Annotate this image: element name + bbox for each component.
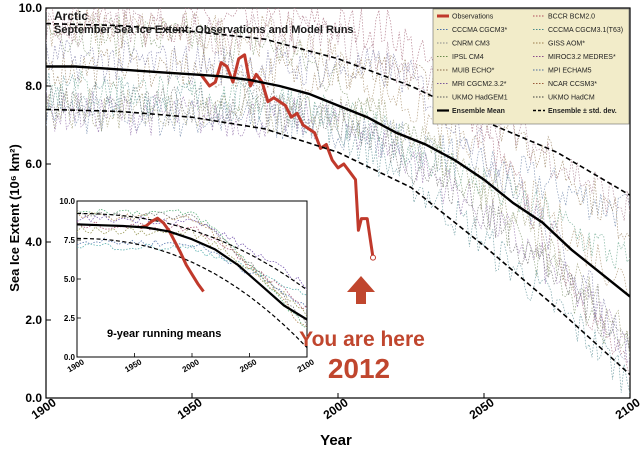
legend-label: BCCR BCM2.0 <box>548 14 595 21</box>
model-runs <box>46 8 630 394</box>
y-tick-label: 2.0 <box>25 313 42 327</box>
legend-box <box>432 8 630 125</box>
inset-model-run-line <box>77 209 307 327</box>
inset-model-run-line <box>77 212 307 328</box>
observations-line <box>199 53 375 258</box>
annotation-line-2: 2012 <box>328 353 390 384</box>
chart-title: Arctic <box>54 9 88 23</box>
model-run-line <box>46 90 630 363</box>
legend-label: GISS AOM* <box>548 41 585 48</box>
inset-std-line <box>77 237 307 349</box>
model-run-line <box>46 8 630 378</box>
ensemble-std-line <box>46 22 630 196</box>
legend: Observations CCCMA CGCM3* CNRM CM3 IPSL CM4… <box>432 8 630 125</box>
legend-label: MUIB ECHO* <box>452 68 495 75</box>
x-tick-label: 1950 <box>175 395 205 422</box>
legend-label: MRI CGCM2.3.2* <box>452 81 507 88</box>
y-axis-label: Sea Ice Extent (10⁶ km²) <box>7 144 22 292</box>
model-run-line <box>46 70 630 270</box>
inset-model-run-line <box>77 214 307 290</box>
annotation-line-1: You are here <box>299 328 425 351</box>
y-tick-label: 10.0 <box>19 1 43 15</box>
legend-label: Ensemble Mean <box>452 108 505 115</box>
annotation-arrow-icon <box>347 276 375 304</box>
legend-label: IPSL CM4 <box>452 54 484 61</box>
legend-label: CCCMA CGCM3* <box>452 27 508 34</box>
inset-model-runs <box>77 208 307 349</box>
ensemble-mean-line <box>46 65 630 298</box>
inset-model-run-line <box>77 208 307 329</box>
model-run-line <box>46 88 630 356</box>
x-axis-label: Year <box>320 432 352 449</box>
model-run-line <box>46 14 630 349</box>
legend-label: UKMO HadGEM1 <box>452 95 508 102</box>
model-run-line <box>46 47 630 240</box>
inset-y-tick-label: 2.5 <box>64 314 76 323</box>
chart-subtitle: September Sea Ice Extent: Observations a… <box>54 24 354 36</box>
inset-y-tick-label: 7.5 <box>64 236 76 245</box>
x-tick-label: 2100 <box>613 395 640 422</box>
legend-label: MPI ECHAM5 <box>548 68 592 75</box>
legend-label: Observations <box>452 14 494 21</box>
x-tick-label: 2050 <box>467 395 497 422</box>
inset-y-tick-label: 5.0 <box>64 275 76 284</box>
y-tick-label: 4.0 <box>25 235 42 249</box>
inset-model-run-line <box>77 242 307 296</box>
model-run-line <box>46 8 630 298</box>
inset-model-run-line <box>77 220 307 310</box>
legend-label: UKMO HadCM <box>548 95 595 102</box>
x-tick-label: 2000 <box>321 395 351 422</box>
legend-label: NCAR CCSM3* <box>548 81 597 88</box>
model-run-line <box>46 72 630 394</box>
you-are-here-annotation: You are here 2012 <box>299 254 425 384</box>
inset-observations-line <box>139 216 205 293</box>
inset-title: 9-year running means <box>107 328 221 340</box>
main-series <box>46 22 630 376</box>
inset-y-tick-label: 0.0 <box>64 353 76 362</box>
ensemble-std-line <box>46 108 630 376</box>
inset-series <box>77 216 307 321</box>
legend-label: CCCMA CGCM3.1(T63) <box>548 27 623 34</box>
y-tick-label: 0.0 <box>25 391 42 405</box>
inset-ensemble-mean-line <box>77 223 307 321</box>
legend-label: Ensemble ± std. dev. <box>548 108 617 115</box>
legend-label: MIROC3.2 MEDRES* <box>548 54 616 61</box>
y-tick-label: 6.0 <box>25 157 42 171</box>
legend-label: CNRM CM3 <box>452 41 490 48</box>
observation-endpoint-marker <box>370 254 376 261</box>
y-tick-label: 8.0 <box>25 79 42 93</box>
model-run-line <box>46 95 630 227</box>
model-run-line <box>46 82 630 359</box>
inset-y-tick-label: 10.0 <box>59 197 75 206</box>
